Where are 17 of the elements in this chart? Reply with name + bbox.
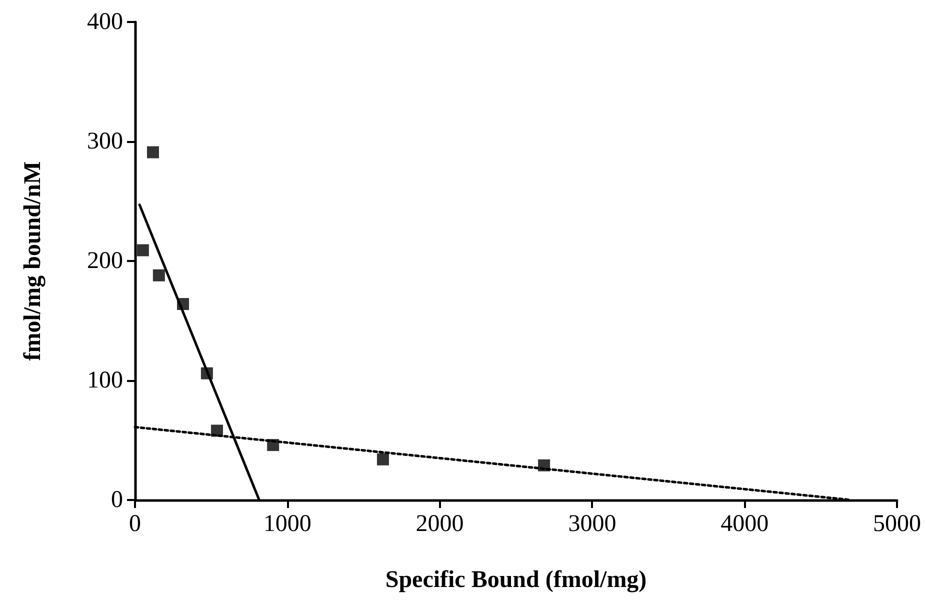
point — [152, 269, 165, 282]
x-tick-label: 2000 — [416, 511, 464, 537]
y-tick-label: 400 — [87, 9, 123, 35]
y-tick-label: 0 — [111, 487, 123, 513]
x-axis-title: Specific Bound (fmol/mg) — [385, 567, 647, 593]
point — [376, 453, 389, 466]
x-tick-label: 4000 — [720, 511, 769, 537]
y-tick-label: 100 — [87, 368, 123, 394]
point — [146, 146, 159, 158]
point — [136, 244, 149, 256]
x-tick-label: 1000 — [263, 511, 312, 537]
x-tick-label: 0 — [129, 511, 141, 537]
x-tick-label: 3000 — [568, 511, 616, 537]
y-tick-label: 300 — [87, 128, 123, 154]
x-tick-label: 5000 — [873, 511, 921, 537]
y-tick-label: 200 — [87, 248, 123, 274]
y-axis-title: fmol/mg bound/nM — [20, 161, 46, 361]
